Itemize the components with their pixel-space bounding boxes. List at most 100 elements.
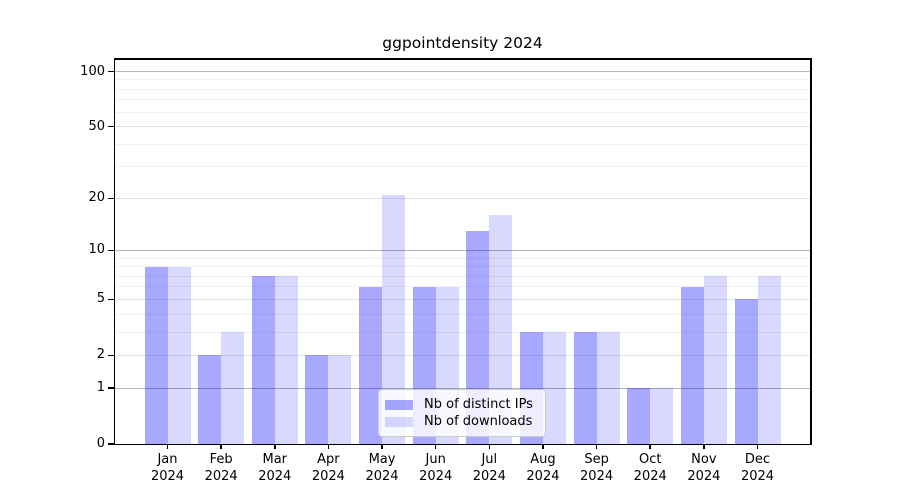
x-tick-year: 2024: [472, 468, 506, 484]
x-tick-month: May: [368, 452, 396, 467]
y-tick-label: 50: [88, 118, 105, 134]
y-tick-mark: [107, 387, 114, 389]
x-tick-mark: [756, 444, 759, 449]
bar-distinct-ips-dec: [734, 299, 758, 444]
y-tick-mark: [107, 70, 114, 73]
y-tick-label: 20: [88, 190, 105, 206]
x-tick-month: Feb: [209, 452, 233, 467]
legend-swatch-distinct-ips: [385, 399, 413, 410]
bar-downloads-jan: [167, 266, 191, 444]
bar-downloads-nov: [703, 276, 727, 444]
gridline-minor: [115, 286, 810, 288]
legend-item-downloads: Nb of downloads: [385, 413, 537, 430]
chart-title: ggpointdensity 2024: [382, 34, 543, 52]
x-tick-mark: [542, 444, 544, 449]
x-tick-label: Oct 2024: [610, 452, 690, 485]
x-tick-mark: [703, 444, 705, 449]
y-tick-label: 2: [96, 347, 105, 363]
bar-downloads-jul: [489, 215, 513, 444]
gridline-minor: [115, 88, 810, 90]
gridline-minor: [115, 143, 810, 145]
x-tick-label: Nov 2024: [664, 452, 744, 485]
plot-area: Nb of distinct IPs Nb of downloads: [113, 58, 812, 445]
bar-distinct-ips-nov: [680, 286, 704, 444]
x-tick-mark: [381, 444, 383, 449]
gridline-major: [115, 387, 810, 389]
x-tick-mark: [327, 444, 330, 449]
x-tick-label: Dec 2024: [718, 452, 798, 485]
bar-downloads-mar: [274, 276, 298, 444]
x-tick-label: May 2024: [342, 452, 422, 485]
y-tick-mark: [107, 197, 114, 200]
gridline-minor: [115, 111, 810, 113]
x-tick-year: 2024: [740, 468, 775, 484]
x-tick-year: 2024: [365, 468, 399, 484]
y-tick-label: 10: [88, 242, 105, 258]
bar-distinct-ips-sep: [573, 332, 597, 444]
x-tick-mark: [166, 444, 169, 449]
gridline-minor: [115, 331, 810, 333]
bar-downloads-feb: [221, 332, 245, 444]
x-tick-label: Aug 2024: [503, 452, 583, 485]
x-tick-year: 2024: [633, 468, 667, 484]
y-tick-label: 1: [96, 380, 105, 396]
bar-distinct-ips-mar: [251, 276, 275, 444]
gridline-mid: [115, 197, 810, 199]
bar-downloads-sep: [596, 332, 620, 444]
gridline-mid: [115, 298, 810, 300]
x-tick-label: Jun 2024: [396, 452, 476, 485]
bar-downloads-dec: [757, 276, 781, 444]
x-tick-month: Jan: [157, 452, 178, 467]
axis-spine-bottom: [114, 443, 811, 445]
x-tick-year: 2024: [311, 468, 345, 484]
x-tick-month: Nov: [691, 452, 717, 467]
x-tick-label: Sep 2024: [557, 452, 637, 485]
y-tick-label: 0: [96, 436, 105, 451]
gridline-minor: [115, 79, 810, 81]
gridline-minor: [115, 257, 810, 259]
axis-spine-top: [114, 58, 811, 60]
bar-downloads-apr: [328, 355, 352, 444]
y-tick-mark: [107, 298, 114, 301]
x-tick-label: Apr 2024: [288, 452, 368, 485]
legend-swatch-downloads: [385, 416, 413, 427]
y-tick-mark: [107, 443, 114, 445]
gridline-mid: [115, 354, 810, 356]
y-tick-label: 5: [96, 291, 105, 307]
axis-spine-right: [810, 58, 812, 445]
y-tick-mark: [107, 354, 114, 357]
x-tick-year: 2024: [204, 468, 238, 484]
legend-label-distinct-ips: Nb of distinct IPs: [424, 397, 533, 412]
x-tick-label: Jul 2024: [449, 452, 529, 485]
y-tick-label: 100: [80, 63, 105, 79]
x-tick-month: Jul: [481, 452, 498, 467]
bar-downloads-aug: [542, 332, 566, 444]
x-tick-year: 2024: [419, 468, 453, 484]
x-tick-year: 2024: [526, 468, 560, 484]
gridline-major: [115, 249, 810, 251]
x-tick-month: Apr: [317, 452, 340, 467]
gridline-major: [115, 71, 810, 73]
x-tick-year: 2024: [687, 468, 721, 484]
legend: Nb of distinct IPs Nb of downloads: [378, 389, 546, 437]
x-tick-mark: [649, 444, 651, 449]
bar-distinct-ips-oct: [627, 388, 651, 444]
x-tick-mark: [488, 444, 491, 449]
gridline-minor: [115, 166, 810, 168]
y-tick-mark: [107, 125, 114, 128]
gridline-minor: [115, 313, 810, 315]
x-tick-mark: [434, 444, 437, 449]
x-tick-mark: [220, 444, 222, 449]
gridline-minor: [115, 99, 810, 101]
legend-item-distinct-ips: Nb of distinct IPs: [385, 396, 537, 413]
bar-downloads-may: [382, 194, 406, 444]
x-tick-month: Aug: [530, 452, 556, 467]
bar-distinct-ips-jan: [144, 266, 168, 444]
legend-label-downloads: Nb of downloads: [424, 414, 533, 429]
x-tick-mark: [274, 444, 276, 449]
bar-distinct-ips-feb: [198, 355, 222, 444]
gridline-minor: [115, 266, 810, 268]
x-tick-month: Dec: [744, 452, 771, 467]
axis-spine-left: [113, 58, 115, 445]
